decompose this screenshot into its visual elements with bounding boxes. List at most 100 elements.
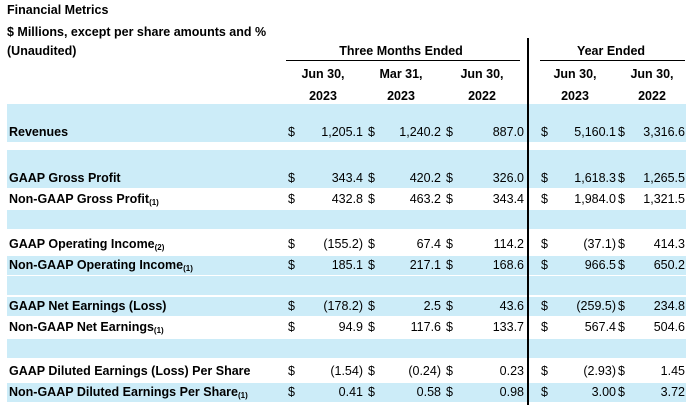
currency-sign: $ (368, 385, 375, 399)
unaudited-note: (Unaudited) (7, 44, 77, 58)
row-label: GAAP Operating Income(2) (9, 237, 165, 252)
row-label: GAAP Diluted Earnings (Loss) Per Share (9, 364, 251, 378)
currency-sign: $ (541, 299, 548, 313)
col4-month: Jun 30, (553, 67, 597, 81)
cell-value: 185.1 (331, 258, 363, 272)
cell-value: 326.0 (492, 171, 524, 185)
cell-value: 1,205.1 (321, 125, 363, 139)
cell-value: 420.2 (409, 171, 441, 185)
cell-value: 567.4 (584, 320, 616, 334)
currency-sign: $ (541, 364, 548, 378)
cell-value: 887.0 (492, 125, 524, 139)
currency-sign: $ (618, 299, 625, 313)
currency-sign: $ (446, 299, 453, 313)
cell-value: 67.4 (416, 237, 441, 251)
row-label: GAAP Gross Profit (9, 171, 121, 185)
currency-sign: $ (446, 237, 453, 251)
cell-value: 414.3 (653, 237, 685, 251)
currency-sign: $ (541, 385, 548, 399)
spacer-row (7, 339, 686, 358)
row-label: Non-GAAP Net Earnings(1) (9, 320, 164, 335)
cell-value: 3.72 (660, 385, 685, 399)
cell-value: 966.5 (584, 258, 616, 272)
cell-value: 3,316.6 (643, 125, 685, 139)
table-row-gaap-operating-income: GAAP Operating Income(2) $ (155.2) $ 67.… (7, 235, 686, 254)
row-label: Non-GAAP Diluted Earnings Per Share(1) (9, 385, 248, 400)
table-row-non-gaap-net-earnings: Non-GAAP Net Earnings(1) $ 94.9 $ 117.6 … (7, 318, 686, 337)
currency-sign: $ (288, 320, 295, 334)
currency-sign: $ (446, 125, 453, 139)
currency-sign: $ (288, 125, 295, 139)
table-row-non-gaap-gross-profit: Non-GAAP Gross Profit(1) $ 432.8 $ 463.2… (7, 190, 686, 209)
cell-value: 1,618.3 (574, 171, 616, 185)
year-ended-underline (540, 60, 685, 61)
cell-value: 1,240.2 (399, 125, 441, 139)
cell-value: 2.5 (423, 299, 441, 313)
footnote-marker: (1) (153, 326, 164, 335)
cell-value: 463.2 (409, 192, 441, 206)
currency-sign: $ (541, 125, 548, 139)
cell-value: 133.7 (492, 320, 524, 334)
currency-sign: $ (368, 192, 375, 206)
cell-value: (259.5) (576, 299, 616, 313)
cell-value: 504.6 (653, 320, 685, 334)
currency-sign: $ (541, 258, 548, 272)
currency-sign: $ (618, 237, 625, 251)
cell-value: 0.58 (416, 385, 441, 399)
currency-sign: $ (618, 192, 625, 206)
currency-sign: $ (541, 192, 548, 206)
currency-sign: $ (368, 320, 375, 334)
footnote-marker: (1) (149, 198, 159, 207)
currency-sign: $ (288, 258, 295, 272)
currency-sign: $ (541, 171, 548, 185)
col2-month: Mar 31, (379, 67, 423, 81)
col3-year: 2022 (468, 89, 496, 103)
currency-sign: $ (288, 299, 295, 313)
cell-value: 1.45 (660, 364, 685, 378)
table-row-gaap-gross-profit: GAAP Gross Profit $ 343.4 $ 420.2 $ 326.… (7, 169, 686, 188)
cell-value: (37.1) (583, 237, 616, 251)
cell-value: 432.8 (331, 192, 363, 206)
row-label: GAAP Net Earnings (Loss) (9, 299, 167, 313)
footnote-marker: (1) (237, 391, 248, 400)
currency-sign: $ (541, 237, 548, 251)
cell-value: (1.54) (330, 364, 363, 378)
spacer-row (7, 276, 686, 295)
row-label: Non-GAAP Operating Income(1) (9, 258, 193, 273)
currency-sign: $ (288, 192, 295, 206)
cell-value: 0.23 (499, 364, 524, 378)
currency-sign: $ (618, 385, 625, 399)
three-months-header: Three Months Ended (339, 44, 463, 58)
col4-year: 2023 (561, 89, 589, 103)
cell-value: 114.2 (493, 237, 524, 251)
currency-sign: $ (368, 299, 375, 313)
cell-value: 650.2 (653, 258, 685, 272)
spacer-row (7, 150, 686, 169)
currency-sign: $ (446, 320, 453, 334)
currency-sign: $ (618, 125, 625, 139)
cell-value: 1,265.5 (643, 171, 685, 185)
table-title: Financial Metrics (7, 3, 109, 17)
cell-value: 1,984.0 (574, 192, 616, 206)
currency-sign: $ (618, 364, 625, 378)
year-ended-header: Year Ended (576, 44, 646, 58)
col5-month: Jun 30, (630, 67, 674, 81)
currency-sign: $ (368, 125, 375, 139)
currency-sign: $ (288, 171, 295, 185)
cell-value: 1,321.5 (643, 192, 685, 206)
period-divider (527, 38, 529, 405)
cell-value: 43.6 (499, 299, 524, 313)
table-row-non-gaap-diluted-eps: Non-GAAP Diluted Earnings Per Share(1) $… (7, 383, 686, 402)
currency-sign: $ (288, 364, 295, 378)
cell-value: 168.6 (492, 258, 524, 272)
row-label: Revenues (9, 125, 69, 139)
currency-sign: $ (446, 364, 453, 378)
currency-sign: $ (446, 258, 453, 272)
currency-sign: $ (368, 171, 375, 185)
cell-value: 117.6 (410, 320, 441, 334)
currency-sign: $ (618, 258, 625, 272)
currency-sign: $ (368, 364, 375, 378)
currency-sign: $ (446, 171, 453, 185)
cell-value: (0.24) (408, 364, 441, 378)
cell-value: (155.2) (323, 237, 363, 251)
